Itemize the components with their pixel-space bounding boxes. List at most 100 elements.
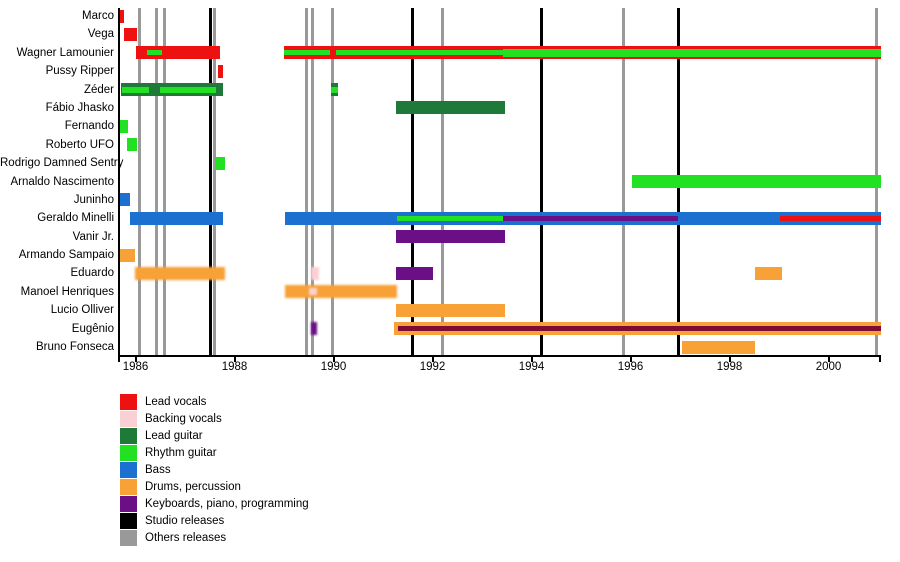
other-release-line xyxy=(138,8,142,355)
bar-stripe-green xyxy=(331,86,338,93)
timeline-bar-orange xyxy=(393,322,881,336)
legend-swatch-green xyxy=(120,445,137,461)
timeline-bar-purple xyxy=(395,266,433,280)
axis-tick-label: 2000 xyxy=(815,361,842,373)
timeline-bar-blue xyxy=(119,193,131,207)
member-label: Geraldo Minelli xyxy=(37,212,114,225)
legend-swatch-blue xyxy=(120,462,137,478)
other-release-line xyxy=(440,8,444,355)
bar-stripe-green xyxy=(160,86,216,93)
axis-tick-label: 1986 xyxy=(122,361,149,373)
legend-label: Rhythm guitar xyxy=(145,447,217,459)
member-label: Armando Sampaio xyxy=(18,249,114,262)
axis-tick xyxy=(530,355,533,362)
member-label: Pussy Ripper xyxy=(45,65,114,78)
legend-swatch-purple xyxy=(120,496,137,512)
legend-swatch-studio xyxy=(120,513,137,529)
bar-stripe-green xyxy=(146,50,162,56)
timeline-bar-green xyxy=(127,138,137,152)
legend-label: Studio releases xyxy=(145,515,225,527)
bar-stripe-green xyxy=(396,215,503,221)
axis-tick-label: 1994 xyxy=(518,361,545,373)
timeline-bar-pink xyxy=(311,266,320,280)
timeline-bar-red xyxy=(135,46,221,60)
timeline-bar-orange xyxy=(395,303,505,317)
other-release-line xyxy=(311,8,315,355)
member-label: Fernando xyxy=(64,120,114,133)
timeline-bar-orange xyxy=(135,266,226,280)
legend-label: Drums, percussion xyxy=(145,481,241,493)
bar-stripe-pink xyxy=(308,288,317,296)
y-axis-line xyxy=(118,8,120,357)
member-label: Bruno Fonseca xyxy=(36,341,114,354)
timeline-bar-dgreen xyxy=(331,83,338,97)
studio-release-line xyxy=(209,8,213,355)
timeline-bar-blue xyxy=(284,211,881,225)
axis-tick xyxy=(728,355,731,362)
timeline-bar-dgreen xyxy=(395,101,505,115)
legend-label: Others releases xyxy=(145,532,227,544)
bar-stripe-green xyxy=(121,86,149,93)
member-label: Fábio Jhasko xyxy=(45,101,114,114)
member-label: Rodrigo Damned Sentry xyxy=(0,157,124,170)
axis-tick-label: 1990 xyxy=(320,361,347,373)
member-label: Vega xyxy=(87,28,114,41)
bar-stripe-green xyxy=(284,50,331,56)
bar-stripe-purple xyxy=(502,215,678,221)
other-release-line xyxy=(622,8,626,355)
timeline-bar-dgreen xyxy=(120,83,224,97)
axis-tick-label: 1996 xyxy=(617,361,644,373)
axis-tick-label: 1998 xyxy=(716,361,743,373)
axis-tick xyxy=(134,355,137,362)
legend-label: Lead guitar xyxy=(145,430,203,442)
axis-tick-label: 1992 xyxy=(419,361,446,373)
member-label: Manoel Henriques xyxy=(20,285,114,298)
member-label: Wagner Lamounier xyxy=(16,46,114,59)
other-release-line xyxy=(304,8,308,355)
member-label: Vanir Jr. xyxy=(72,230,114,243)
member-label: Roberto UFO xyxy=(45,138,114,151)
x-axis-line xyxy=(118,355,881,357)
member-label: Eduardo xyxy=(70,267,114,280)
timeline-bar-blue xyxy=(130,211,224,225)
bar-stripe-green xyxy=(502,48,881,57)
legend-label: Keyboards, piano, programming xyxy=(145,498,309,510)
legend-swatch-pink xyxy=(120,411,137,427)
timeline-bar-orange xyxy=(755,266,782,280)
member-label: Juninho xyxy=(73,193,114,206)
other-release-line xyxy=(155,8,159,355)
bar-stripe-green xyxy=(335,50,503,56)
timeline-bar-red xyxy=(218,64,224,78)
axis-tick xyxy=(879,355,881,362)
timeline-bar-red xyxy=(124,27,137,41)
axis-tick xyxy=(629,355,632,362)
bar-stripe-red xyxy=(779,215,881,221)
studio-release-line xyxy=(539,8,543,355)
other-release-line xyxy=(162,8,166,355)
axis-tick-label: 1988 xyxy=(221,361,248,373)
timeline-bar-purple xyxy=(311,322,318,336)
legend-label: Lead vocals xyxy=(145,396,207,408)
member-label: Arnaldo Nascimento xyxy=(10,175,114,188)
member-label: Zéder xyxy=(83,83,114,96)
legend-swatch-orange xyxy=(120,479,137,495)
timeline-bar-orange xyxy=(119,248,135,262)
studio-release-line xyxy=(411,8,415,355)
other-release-line xyxy=(213,8,217,355)
axis-tick xyxy=(233,355,236,362)
legend-swatch-red xyxy=(120,394,137,410)
legend-swatch-dgreen xyxy=(120,428,137,444)
other-release-line xyxy=(331,8,334,355)
timeline-plot-area: Marco Vega Wagner Lamounier Pussy Ripper Zéd… xyxy=(0,8,881,373)
axis-tick xyxy=(827,355,830,362)
timeline-bar-purple xyxy=(395,230,505,244)
timeline-bar-red xyxy=(119,9,124,23)
timeline-bar-red xyxy=(284,46,881,60)
timeline-bar-green xyxy=(119,119,129,133)
legend-label: Backing vocals xyxy=(145,413,222,425)
member-label: Lucio Olliver xyxy=(50,304,114,317)
bar-stripe-maroon xyxy=(397,326,881,332)
timeline-bar-orange xyxy=(284,285,397,299)
member-label: Marco xyxy=(82,10,114,22)
